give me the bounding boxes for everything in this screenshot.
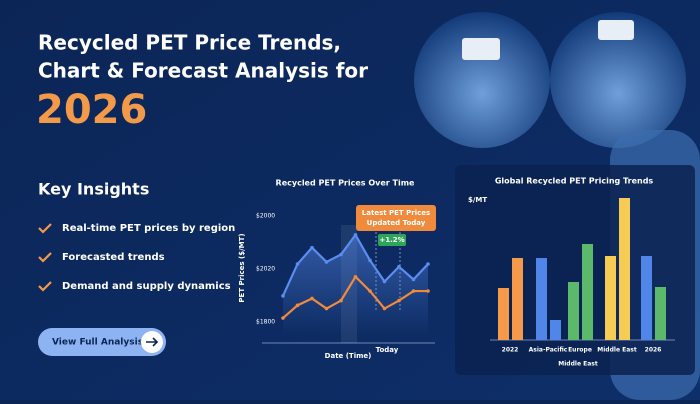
x-tick-label: Middle East <box>597 347 637 354</box>
bar <box>512 258 523 340</box>
bar <box>605 256 616 340</box>
change-label: +1.2% <box>379 236 404 244</box>
insight: Demand and supply dynamics <box>62 281 231 292</box>
point <box>382 279 387 284</box>
insight-list: Real-time PET prices by region Forecaste… <box>38 223 235 292</box>
title: Recycled PET Price Trends, <box>38 31 341 55</box>
callout-text: Latest PET Prices <box>362 209 430 217</box>
bottle-image <box>550 12 686 148</box>
bar <box>568 282 579 340</box>
button-bg[interactable] <box>38 328 166 356</box>
point <box>353 274 358 279</box>
today-label: Today <box>376 346 399 354</box>
point <box>324 306 329 311</box>
point <box>426 262 430 266</box>
callout-box <box>356 205 436 231</box>
check-icon <box>38 281 52 292</box>
point <box>310 245 314 250</box>
area <box>283 234 428 335</box>
bar <box>641 256 652 340</box>
x-tick-label: 2026 <box>645 347 662 354</box>
button-label[interactable]: View Full Analysis <box>52 338 143 348</box>
x-tick-label: 2022 <box>502 347 519 354</box>
point <box>411 277 416 282</box>
change-badge <box>378 234 406 246</box>
arrow-icon <box>146 337 159 347</box>
check-icon <box>38 252 52 263</box>
point <box>295 262 300 266</box>
point <box>324 260 329 264</box>
title: Chart & Forecast Analysis for <box>38 59 368 83</box>
insights-title: Key Insights <box>38 180 149 199</box>
insight: Real-time PET prices by region <box>62 223 235 234</box>
bottle-cap <box>462 38 500 60</box>
insight: Forecasted trends <box>62 252 165 263</box>
point <box>368 289 372 293</box>
bottle-image <box>414 12 550 148</box>
bar <box>619 198 630 340</box>
point <box>310 296 314 301</box>
point <box>281 316 285 320</box>
point <box>339 298 343 303</box>
bar-card <box>455 165 695 375</box>
button[interactable]: View Full Analysis <box>38 328 166 356</box>
point <box>397 264 401 269</box>
year: 2026 <box>36 87 147 133</box>
chart-title: Recycled PET Prices Over Time <box>276 179 416 188</box>
x-axis-label: Middle East <box>558 361 598 368</box>
y-tick-label: $2020 <box>256 265 275 272</box>
check-icon <box>38 223 52 234</box>
bottle-cap <box>598 20 634 40</box>
point <box>281 294 285 298</box>
y-tick-label: $1800 <box>256 318 275 325</box>
chart-title: Global Recycled PET Pricing Trends <box>495 177 654 186</box>
point <box>411 289 416 293</box>
callout-text: Updated Today <box>367 219 426 227</box>
y-tick-label: $2000 <box>256 212 275 219</box>
bar <box>582 244 593 340</box>
x-axis-label: Date (Time) <box>325 352 372 360</box>
bar <box>498 288 509 340</box>
x-tick-label: Asia-Pacific <box>529 347 568 354</box>
point <box>426 289 430 293</box>
point <box>368 258 372 263</box>
point <box>382 306 387 311</box>
y-axis-label: PET Prices ($/MT) <box>238 233 246 302</box>
point <box>295 303 300 308</box>
y-axis-label: $/MT <box>468 196 487 204</box>
bar <box>655 287 666 340</box>
x-tick-label: Europe <box>568 347 592 354</box>
point <box>397 298 401 303</box>
bar <box>550 320 561 340</box>
bar <box>536 258 547 340</box>
point <box>353 233 358 237</box>
point <box>339 252 343 257</box>
